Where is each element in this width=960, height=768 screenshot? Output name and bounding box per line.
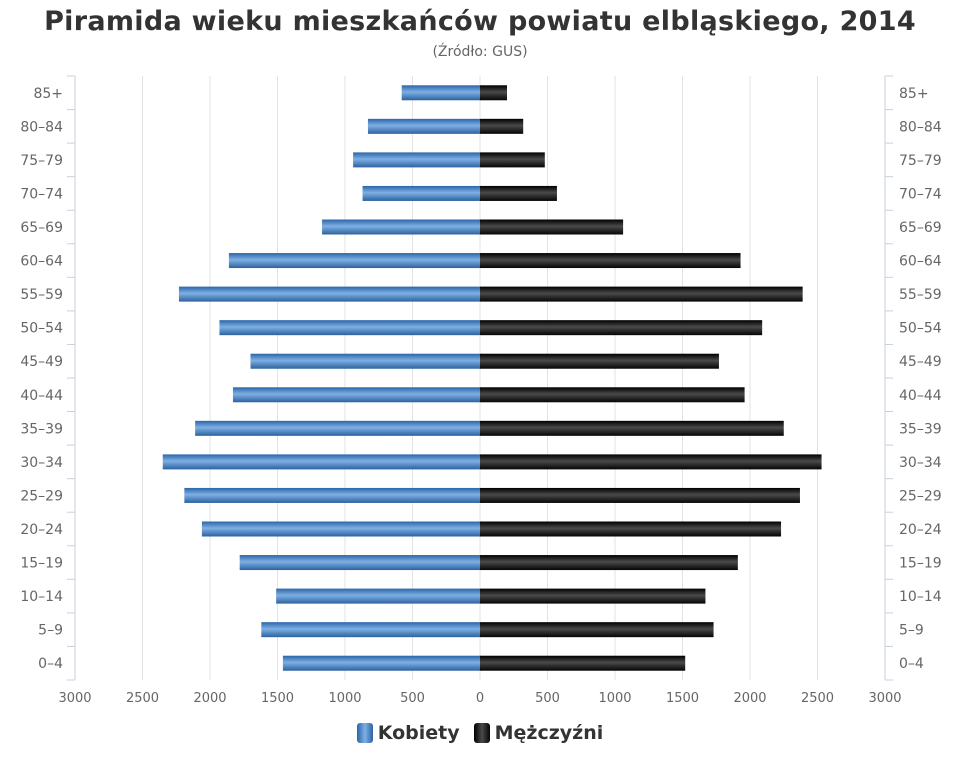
bar-kobiety[interactable] xyxy=(367,118,480,134)
category-label-right: 75–79 xyxy=(899,153,942,169)
bar-kobiety[interactable] xyxy=(282,655,480,671)
x-tick-label: 3000 xyxy=(868,691,901,706)
category-label-right: 60–64 xyxy=(899,254,942,270)
chart-subtitle: (Źródło: GUS) xyxy=(432,44,528,60)
legend: Kobiety Mężczyźni xyxy=(0,722,960,744)
category-label-right: 70–74 xyxy=(899,186,942,202)
category-label-left: 55–59 xyxy=(20,287,63,303)
x-tick-label: 1500 xyxy=(666,691,699,706)
x-tick-label: 2500 xyxy=(801,691,834,706)
x-tick-label: 2000 xyxy=(733,691,766,706)
legend-label-kobiety: Kobiety xyxy=(377,722,460,744)
category-label-left: 45–49 xyxy=(20,354,63,370)
bar-mezczyzni[interactable] xyxy=(480,253,741,269)
category-label-left: 5–9 xyxy=(38,623,63,639)
category-label-left: 65–69 xyxy=(20,220,63,236)
x-tick-label: 3000 xyxy=(58,691,91,706)
category-label-right: 20–24 xyxy=(899,522,942,538)
bar-mezczyzni[interactable] xyxy=(480,320,763,336)
bar-mezczyzni[interactable] xyxy=(480,521,782,537)
x-tick-label: 500 xyxy=(400,691,425,706)
category-label-left: 25–29 xyxy=(20,488,63,504)
chart-title: Piramida wieku mieszkańców powiatu elblą… xyxy=(44,6,916,37)
category-label-right: 35–39 xyxy=(899,421,942,437)
bar-kobiety[interactable] xyxy=(362,185,480,201)
bar-kobiety[interactable] xyxy=(184,487,480,503)
bar-mezczyzni[interactable] xyxy=(480,85,507,101)
category-label-left: 0–4 xyxy=(38,656,63,672)
x-tick-label: 0 xyxy=(476,691,484,706)
bar-kobiety[interactable] xyxy=(219,320,480,336)
category-label-left: 30–34 xyxy=(20,455,63,471)
bar-mezczyzni[interactable] xyxy=(480,420,784,436)
x-tick-label: 1500 xyxy=(261,691,294,706)
bar-kobiety[interactable] xyxy=(261,622,480,638)
bar-mezczyzni[interactable] xyxy=(480,219,624,235)
bar-kobiety[interactable] xyxy=(239,555,480,571)
bar-kobiety[interactable] xyxy=(353,152,480,168)
category-label-left: 75–79 xyxy=(20,153,63,169)
category-label-left: 60–64 xyxy=(20,254,63,270)
legend-swatch-mezczyzni xyxy=(473,723,490,743)
legend-item-mezczyzni[interactable]: Mężczyźni xyxy=(473,722,604,744)
bar-mezczyzni[interactable] xyxy=(480,655,686,671)
bar-mezczyzni[interactable] xyxy=(480,286,803,302)
bar-mezczyzni[interactable] xyxy=(480,185,557,201)
category-label-right: 55–59 xyxy=(899,287,942,303)
bar-kobiety[interactable] xyxy=(201,521,480,537)
bar-mezczyzni[interactable] xyxy=(480,118,524,134)
category-label-right: 80–84 xyxy=(899,119,942,135)
category-label-left: 10–14 xyxy=(20,589,63,605)
bar-mezczyzni[interactable] xyxy=(480,387,745,403)
category-label-right: 65–69 xyxy=(899,220,942,236)
category-label-right: 40–44 xyxy=(899,388,942,404)
category-label-right: 50–54 xyxy=(899,321,942,337)
x-tick-label: 2000 xyxy=(193,691,226,706)
legend-swatch-kobiety xyxy=(356,723,373,743)
category-label-left: 40–44 xyxy=(20,388,63,404)
bar-kobiety[interactable] xyxy=(195,420,480,436)
x-tick-label: 1000 xyxy=(328,691,361,706)
bar-kobiety[interactable] xyxy=(250,353,481,369)
category-label-right: 10–14 xyxy=(899,589,942,605)
category-label-left: 85+ xyxy=(33,86,63,102)
bar-kobiety[interactable] xyxy=(401,85,480,101)
category-label-left: 35–39 xyxy=(20,421,63,437)
category-label-left: 20–24 xyxy=(20,522,63,538)
category-label-right: 30–34 xyxy=(899,455,942,471)
category-label-left: 15–19 xyxy=(20,556,63,572)
x-tick-label: 1000 xyxy=(598,691,631,706)
bar-mezczyzni[interactable] xyxy=(480,353,719,369)
bar-kobiety[interactable] xyxy=(178,286,480,302)
category-label-right: 45–49 xyxy=(899,354,942,370)
bar-kobiety[interactable] xyxy=(276,588,480,604)
category-label-right: 5–9 xyxy=(899,623,924,639)
legend-item-kobiety[interactable]: Kobiety xyxy=(356,722,460,744)
bar-mezczyzni[interactable] xyxy=(480,454,822,470)
bar-kobiety[interactable] xyxy=(232,387,480,403)
legend-label-mezczyzni: Mężczyźni xyxy=(494,722,604,744)
category-label-right: 0–4 xyxy=(899,656,924,672)
category-label-right: 85+ xyxy=(899,86,929,102)
bar-kobiety[interactable] xyxy=(322,219,480,235)
bar-mezczyzni[interactable] xyxy=(480,588,706,604)
category-label-right: 25–29 xyxy=(899,488,942,504)
category-label-left: 70–74 xyxy=(20,186,63,202)
category-label-right: 15–19 xyxy=(899,556,942,572)
bar-kobiety[interactable] xyxy=(162,454,480,470)
category-label-left: 80–84 xyxy=(20,119,63,135)
bar-mezczyzni[interactable] xyxy=(480,555,738,571)
category-label-left: 50–54 xyxy=(20,321,63,337)
x-tick-label: 500 xyxy=(535,691,560,706)
bar-mezczyzni[interactable] xyxy=(480,487,800,503)
x-tick-label: 2500 xyxy=(126,691,159,706)
bar-mezczyzni[interactable] xyxy=(480,152,545,168)
bar-mezczyzni[interactable] xyxy=(480,622,714,638)
bar-kobiety[interactable] xyxy=(228,253,480,269)
